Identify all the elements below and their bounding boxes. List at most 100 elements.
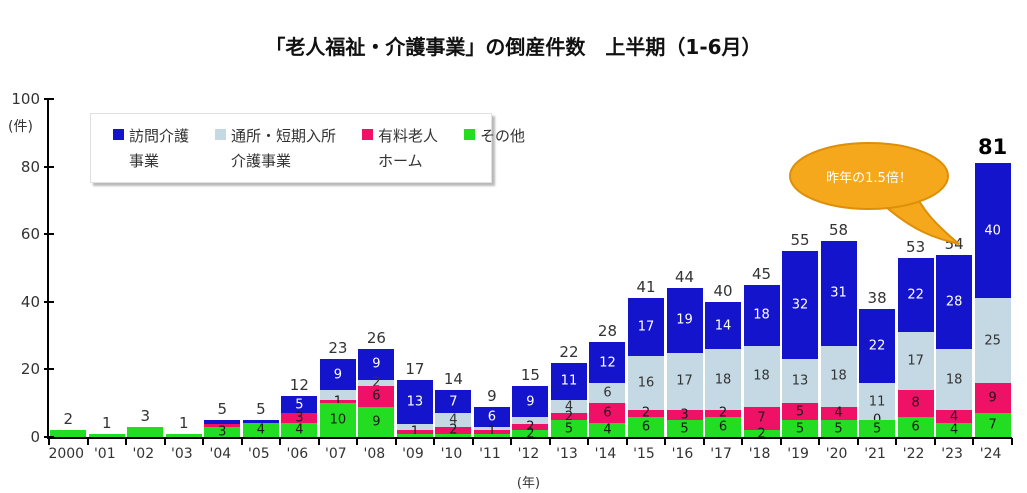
y-axis-tick bbox=[44, 368, 54, 371]
bar-segment-value: 6 bbox=[372, 388, 381, 404]
bar-segment-day_short bbox=[512, 416, 549, 424]
bar-segment-value: 28 bbox=[945, 294, 963, 310]
bar-segment-day_short: 4 bbox=[435, 412, 472, 428]
bar-segment-value: 9 bbox=[526, 394, 535, 410]
legend-label-visit: 訪問介護 事業 bbox=[129, 124, 189, 174]
bar-segment-paid_home: 6 bbox=[358, 386, 395, 407]
x-axis-year-label: '02 bbox=[132, 446, 155, 462]
bar-stack: 31 18 4 5 bbox=[820, 241, 857, 437]
bar-total-label: 55 bbox=[790, 231, 810, 250]
bar-total-label: 45 bbox=[751, 264, 772, 283]
bar-total-label: 38 bbox=[867, 288, 887, 307]
bar-segment-value: 4 bbox=[449, 412, 458, 428]
bar-segment-value: 13 bbox=[406, 394, 424, 410]
x-axis-year-label: '19 bbox=[787, 446, 809, 462]
bar-segment-other: 4 bbox=[281, 423, 318, 437]
bar-segment-value: 4 bbox=[603, 422, 612, 438]
bar-segment-other: 7 bbox=[974, 413, 1011, 437]
bar-total-label: 53 bbox=[906, 237, 926, 256]
bar-segment-paid_home: 3 bbox=[666, 409, 703, 422]
bar-segment-paid_home: 2 bbox=[627, 407, 664, 420]
bar-stack: 22 17 8 6 bbox=[897, 257, 934, 437]
x-axis-tick bbox=[356, 438, 359, 445]
bar-15: 41 17 16 2 6 bbox=[627, 280, 666, 437]
bar-segment-visit bbox=[242, 420, 279, 424]
bar-stack: 32 13 5 5 bbox=[782, 251, 819, 437]
speech-bubble-text: 昨年の1.5倍！ bbox=[826, 171, 912, 186]
bar-segment-other bbox=[88, 433, 125, 437]
bar-total-label: 5 bbox=[217, 400, 228, 419]
bar-segment-value: 5 bbox=[295, 397, 304, 413]
bar-segment-visit: 18 bbox=[743, 284, 780, 346]
bar-21: 38221105 bbox=[858, 288, 897, 437]
bar-19: 55 32 13 5 5 bbox=[781, 233, 820, 437]
bar-stack: 3 bbox=[204, 420, 241, 438]
bar-segment-value: 10 bbox=[329, 412, 347, 428]
x-axis-tick bbox=[856, 438, 859, 445]
x-axis-tick bbox=[972, 438, 975, 445]
bar-segment-visit: 28 bbox=[936, 254, 973, 350]
x-axis-tick bbox=[86, 438, 89, 445]
bar-stack: 221105 bbox=[859, 308, 896, 437]
bar-total-label: 44 bbox=[674, 268, 695, 287]
bar-segment-visit: 19 bbox=[666, 288, 703, 353]
bar-stack: 9 1 10 bbox=[319, 359, 356, 437]
bar-segment-value: 16 bbox=[637, 375, 655, 391]
bar-segment-paid_home: 3 bbox=[281, 412, 318, 425]
x-axis-tick bbox=[818, 438, 821, 445]
y-axis-tick-label: 40 bbox=[20, 292, 40, 311]
bar-total-label: 58 bbox=[829, 221, 849, 239]
x-axis-year-label: '22 bbox=[902, 446, 925, 462]
bar-segment-other: 4 bbox=[242, 423, 279, 437]
x-axis-year-label: '01 bbox=[93, 446, 116, 462]
bar-segment-other bbox=[396, 433, 433, 437]
legend-item-day-short: 通所・短期入所 介護事業 bbox=[215, 124, 336, 182]
bar-segment-value: 4 bbox=[949, 422, 959, 438]
bar-segment-value: 11 bbox=[868, 394, 886, 410]
x-axis-year-label: '24 bbox=[979, 446, 1002, 462]
bar-segment-paid_home: 2 bbox=[550, 410, 587, 423]
y-axis-tick bbox=[44, 165, 54, 168]
bar-segment-other: 2 bbox=[743, 427, 780, 440]
bar-total-label: 1 bbox=[179, 413, 189, 432]
x-axis-tick bbox=[471, 438, 474, 445]
bar-segment-value: 6 bbox=[718, 419, 728, 435]
legend-item-paid-home: 有料老人 ホーム bbox=[362, 124, 438, 182]
bar-stack bbox=[165, 433, 202, 437]
bar-segment-value: 6 bbox=[911, 419, 920, 435]
x-axis-tick bbox=[587, 438, 590, 445]
legend-label-day-short-line1: 通所・短期入所 bbox=[231, 127, 337, 145]
x-axis-tick bbox=[125, 438, 128, 445]
y-axis-tick bbox=[44, 233, 54, 236]
bar-segment-value: 9 bbox=[372, 414, 381, 430]
bar-segment-day_short: 17 bbox=[897, 332, 934, 390]
x-axis-tick bbox=[202, 438, 205, 445]
legend-item-other: その他 bbox=[464, 124, 525, 182]
x-axis-year-label: '08 bbox=[363, 446, 386, 462]
legend-swatch-day-short-icon bbox=[215, 129, 227, 140]
bar-segment-day_short: 6 bbox=[589, 382, 626, 404]
y-axis-tick-label: 0 bbox=[30, 428, 40, 446]
bar-total-label: 14 bbox=[443, 369, 463, 388]
bar-17: 40 14 18 2 6 bbox=[704, 283, 743, 437]
bar-segment-value: 9 bbox=[333, 367, 342, 382]
bar-segment-visit: 22 bbox=[897, 257, 934, 333]
bar-12: 15 9 2 2 bbox=[511, 368, 550, 440]
x-axis-tick bbox=[279, 438, 282, 445]
bar-stack bbox=[88, 433, 125, 437]
bar-total-label: 17 bbox=[405, 359, 425, 378]
bar-segment-value: 25 bbox=[984, 333, 1001, 349]
bar-segment-value: 18 bbox=[753, 368, 770, 384]
bar-segment-visit: 13 bbox=[396, 379, 433, 424]
x-axis-year-label: '07 bbox=[325, 446, 347, 462]
bar-segment-value: 4 bbox=[834, 405, 843, 421]
bar-segment-value: 5 bbox=[872, 421, 882, 437]
bar-segment-visit: 22 bbox=[859, 308, 896, 383]
legend-label-paid-home-line1: 有料老人 bbox=[378, 127, 439, 145]
bar-stack: 28 18 4 4 bbox=[936, 254, 973, 438]
x-axis-year-label: '17 bbox=[710, 446, 732, 462]
